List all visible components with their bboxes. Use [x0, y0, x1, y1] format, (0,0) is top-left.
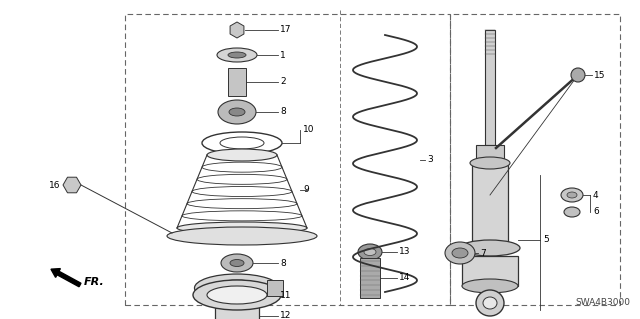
- Ellipse shape: [445, 242, 475, 264]
- Text: 8: 8: [280, 258, 285, 268]
- Text: 9: 9: [303, 186, 308, 195]
- Text: 15: 15: [594, 70, 605, 79]
- Text: 8: 8: [280, 108, 285, 116]
- Ellipse shape: [230, 259, 244, 266]
- Bar: [472, 165, 508, 250]
- Ellipse shape: [564, 207, 580, 217]
- Ellipse shape: [211, 280, 263, 296]
- Ellipse shape: [167, 227, 317, 245]
- Ellipse shape: [218, 100, 256, 124]
- Text: 14: 14: [399, 273, 410, 283]
- Text: 10: 10: [303, 125, 314, 135]
- Bar: [215, 302, 259, 319]
- Ellipse shape: [364, 249, 376, 256]
- Ellipse shape: [460, 240, 520, 256]
- Ellipse shape: [228, 52, 246, 58]
- Ellipse shape: [193, 280, 281, 310]
- Bar: [125, 14, 450, 305]
- Ellipse shape: [571, 68, 585, 82]
- Ellipse shape: [221, 254, 253, 272]
- Ellipse shape: [470, 157, 510, 169]
- Bar: [450, 14, 620, 305]
- Bar: [228, 68, 246, 96]
- Ellipse shape: [462, 279, 518, 293]
- Ellipse shape: [358, 244, 382, 260]
- Text: 1: 1: [280, 50, 285, 60]
- Bar: [485, 30, 495, 145]
- Text: 13: 13: [399, 248, 410, 256]
- Ellipse shape: [217, 48, 257, 62]
- Ellipse shape: [561, 188, 583, 202]
- Bar: [462, 256, 518, 286]
- Text: 17: 17: [280, 26, 291, 34]
- Text: 2: 2: [280, 78, 285, 86]
- Ellipse shape: [229, 108, 245, 116]
- Text: 3: 3: [427, 155, 433, 165]
- Text: SWA4B3000: SWA4B3000: [575, 298, 630, 307]
- Ellipse shape: [567, 192, 577, 198]
- Bar: [476, 145, 504, 165]
- Text: 11: 11: [280, 291, 291, 300]
- Bar: [267, 280, 283, 296]
- Ellipse shape: [452, 248, 468, 258]
- Ellipse shape: [207, 286, 267, 304]
- Ellipse shape: [177, 222, 307, 234]
- Ellipse shape: [195, 274, 280, 302]
- FancyArrow shape: [51, 269, 81, 287]
- Bar: [360, 258, 380, 298]
- Text: 5: 5: [543, 235, 548, 244]
- Text: 4: 4: [593, 190, 598, 199]
- Text: 6: 6: [593, 207, 599, 217]
- Text: 16: 16: [49, 181, 61, 189]
- Text: 7: 7: [480, 249, 486, 257]
- Text: FR.: FR.: [84, 277, 105, 287]
- Ellipse shape: [207, 149, 277, 161]
- Ellipse shape: [476, 290, 504, 316]
- Text: 12: 12: [280, 311, 291, 319]
- Ellipse shape: [483, 297, 497, 309]
